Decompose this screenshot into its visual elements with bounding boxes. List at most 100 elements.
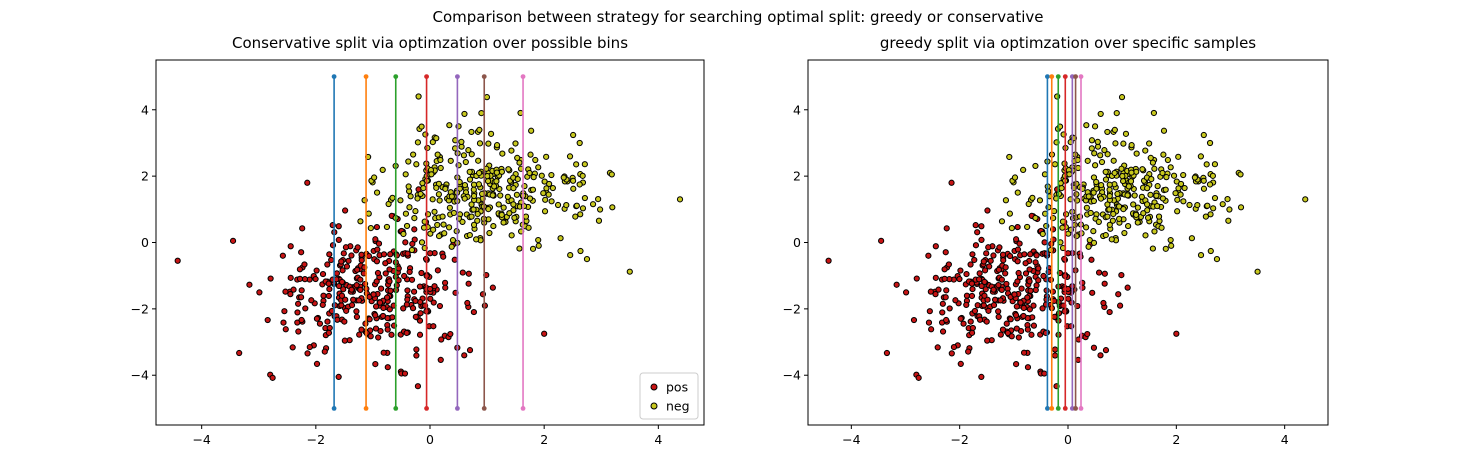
scatter-point-neg — [400, 230, 407, 238]
scatter-point-neg — [500, 219, 507, 226]
scatter-point-neg — [1127, 178, 1135, 185]
scatter-point-pos — [948, 350, 955, 357]
scatter-point-neg — [1146, 140, 1153, 147]
scatter-point-neg — [1106, 192, 1113, 200]
scatter-point-neg — [485, 205, 492, 213]
scatter-point-neg — [528, 127, 535, 134]
scatter-point-neg — [1118, 165, 1125, 172]
scatter-point-neg — [1106, 186, 1113, 193]
scatter-point-neg — [1159, 169, 1166, 177]
scatter-point-neg — [466, 168, 473, 175]
scatter-point-pos — [236, 349, 243, 357]
scatter-point-neg — [1144, 185, 1151, 192]
scatter-point-neg — [486, 229, 493, 237]
scatter-point-pos — [997, 331, 1004, 338]
scatter-point-neg — [448, 193, 455, 200]
scatter-point-neg — [1124, 192, 1131, 199]
split-line-endpoint — [1073, 406, 1078, 411]
scatter-point-pos — [409, 240, 416, 248]
scatter-point-neg — [1149, 159, 1157, 166]
scatter-point-neg — [1175, 185, 1182, 192]
x-tick-label: 4 — [654, 432, 662, 447]
scatter-point-neg — [1133, 211, 1140, 218]
scatter-point-pos — [965, 348, 972, 355]
split-line-endpoint — [331, 406, 337, 411]
scatter-point-pos — [1065, 295, 1072, 302]
scatter-point-neg — [428, 171, 435, 178]
scatter-point-pos — [1106, 308, 1113, 316]
scatter-point-neg — [498, 211, 505, 218]
scatter-point-pos — [464, 299, 471, 307]
scatter-point-neg — [541, 208, 549, 215]
scatter-point-pos — [289, 344, 296, 351]
scatter-point-pos — [984, 296, 991, 303]
scatter-point-pos — [358, 251, 365, 258]
scatter-point-pos — [981, 278, 988, 286]
scatter-point-pos — [287, 274, 294, 281]
scatter-point-pos — [1020, 349, 1028, 356]
split-line-endpoint — [481, 74, 487, 79]
scatter-point-pos — [335, 282, 343, 290]
scatter-point-pos — [365, 252, 373, 260]
scatter-point-pos — [353, 308, 360, 315]
split-line-endpoint — [1062, 74, 1068, 79]
scatter-point-neg — [448, 243, 455, 250]
scatter-point-pos — [978, 236, 985, 243]
scatter-point-neg — [418, 239, 426, 246]
scatter-point-neg — [1162, 186, 1169, 193]
scatter-point-neg — [1209, 172, 1216, 179]
legend-marker-pos — [650, 383, 658, 391]
scatter-point-neg — [560, 174, 567, 181]
split-line-endpoint — [1045, 74, 1050, 79]
scatter-point-pos — [932, 274, 939, 281]
scatter-point-pos — [983, 250, 990, 257]
scatter-point-neg — [1153, 192, 1160, 199]
scatter-point-neg — [435, 191, 442, 198]
scatter-point-pos — [1017, 299, 1024, 306]
scatter-point-neg — [1180, 198, 1187, 205]
scatter-point-pos — [985, 244, 992, 251]
scatter-point-pos — [387, 251, 394, 258]
scatter-point-pos — [401, 272, 408, 280]
scatter-point-neg — [367, 225, 374, 232]
scatter-point-pos — [980, 258, 987, 265]
scatter-point-neg — [1237, 171, 1244, 178]
scatter-point-pos — [324, 261, 331, 268]
scatter-point-pos — [1004, 329, 1011, 337]
scatter-point-neg — [1168, 242, 1175, 249]
split-line-endpoint — [393, 74, 399, 79]
scatter-point-neg — [570, 185, 577, 192]
scatter-point-pos — [969, 251, 976, 258]
scatter-point-neg — [1125, 183, 1132, 190]
scatter-point-pos — [883, 349, 891, 357]
scatter-point-pos — [967, 261, 974, 268]
scatter-point-neg — [1211, 194, 1219, 202]
scatter-point-neg — [573, 161, 580, 168]
scatter-point-pos — [1008, 333, 1015, 340]
scatter-point-neg — [1206, 139, 1214, 147]
scatter-point-pos — [434, 267, 441, 274]
x-tick-label: −2 — [950, 432, 968, 447]
scatter-point-neg — [1151, 228, 1158, 235]
scatter-point-pos — [1090, 344, 1098, 351]
scatter-point-neg — [1020, 166, 1027, 174]
scatter-point-neg — [589, 201, 597, 208]
scatter-point-pos — [229, 237, 237, 244]
scatter-point-pos — [246, 281, 253, 288]
scatter-point-pos — [409, 305, 417, 312]
panel-greedy-title: greedy split via optimzation over specif… — [880, 34, 1256, 52]
scatter-point-neg — [410, 151, 417, 158]
scatter-point-pos — [1055, 310, 1063, 317]
scatter-point-pos — [1039, 305, 1046, 312]
scatter-point-neg — [579, 172, 586, 179]
scatter-point-neg — [1115, 203, 1123, 210]
scatter-point-neg — [1128, 169, 1135, 176]
scatter-point-pos — [960, 320, 967, 327]
scatter-point-pos — [313, 267, 320, 274]
scatter-point-neg — [1143, 201, 1151, 208]
scatter-point-neg — [573, 202, 580, 209]
figure-suptitle: Comparison between strategy for searchin… — [432, 8, 1043, 26]
scatter-point-pos — [934, 344, 941, 351]
scatter-point-pos — [1101, 270, 1108, 277]
scatter-point-neg — [1225, 217, 1232, 224]
